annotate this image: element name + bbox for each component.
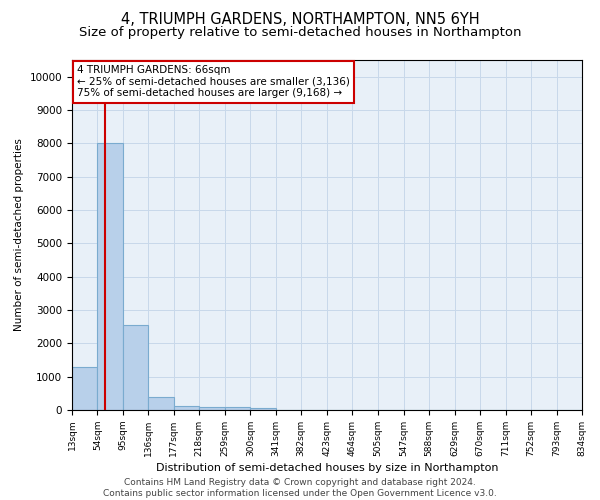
- Bar: [123, 325, 148, 410]
- Bar: [225, 408, 250, 410]
- Bar: [72, 366, 97, 410]
- Bar: [174, 406, 199, 410]
- Bar: [97, 144, 123, 410]
- Text: 4 TRIUMPH GARDENS: 66sqm
← 25% of semi-detached houses are smaller (3,136)
75% o: 4 TRIUMPH GARDENS: 66sqm ← 25% of semi-d…: [77, 66, 350, 98]
- Bar: [199, 406, 225, 410]
- Y-axis label: Number of semi-detached properties: Number of semi-detached properties: [14, 138, 24, 332]
- Text: Size of property relative to semi-detached houses in Northampton: Size of property relative to semi-detach…: [79, 26, 521, 39]
- Bar: [148, 398, 174, 410]
- Bar: [250, 408, 276, 410]
- Text: Contains HM Land Registry data © Crown copyright and database right 2024.
Contai: Contains HM Land Registry data © Crown c…: [103, 478, 497, 498]
- X-axis label: Distribution of semi-detached houses by size in Northampton: Distribution of semi-detached houses by …: [156, 463, 498, 473]
- Text: 4, TRIUMPH GARDENS, NORTHAMPTON, NN5 6YH: 4, TRIUMPH GARDENS, NORTHAMPTON, NN5 6YH: [121, 12, 479, 28]
